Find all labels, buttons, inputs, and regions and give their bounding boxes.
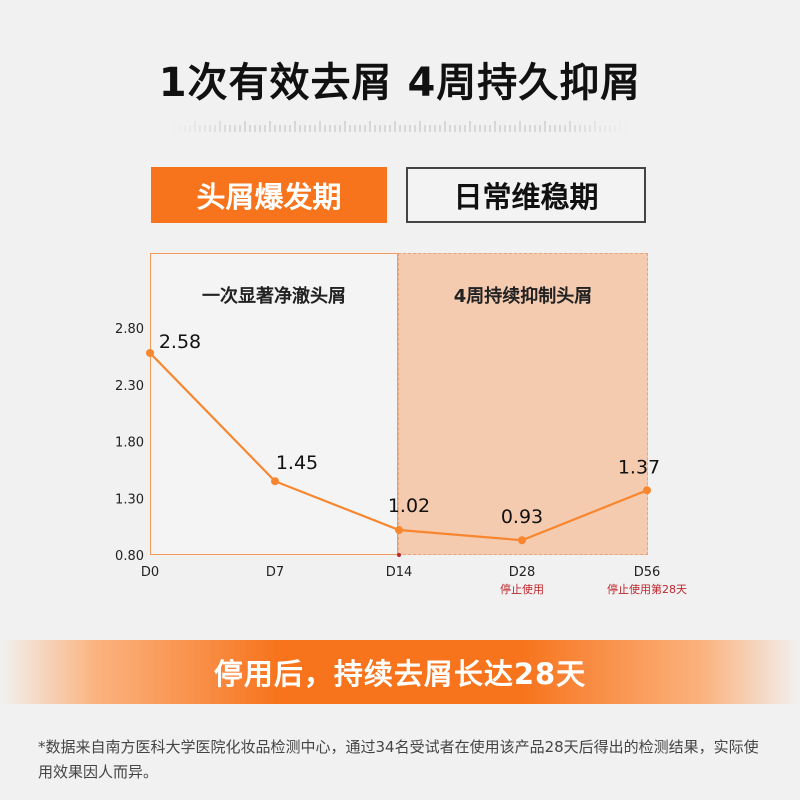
data-label: 0.93: [501, 506, 543, 528]
headline: 1次有效去屑 4周持久抑屑: [158, 60, 642, 106]
tab-outbreak-phase: 头屑爆发期: [151, 167, 387, 223]
y-tick-label: 2.80: [115, 322, 144, 337]
x-tick-label: D0: [141, 565, 159, 580]
data-point: [146, 348, 154, 357]
outbreak-phase-panel: [150, 253, 398, 555]
x-tick-note: 停止使用第28天: [607, 582, 687, 596]
result-banner: 停用后，持续去屑长达28天: [0, 640, 800, 704]
y-tick-label: 0.80: [115, 549, 144, 564]
data-label: 2.58: [159, 331, 201, 353]
x-tick-label: D14: [386, 565, 413, 580]
data-point: [643, 486, 651, 495]
maintenance-panel-title: 4周持续抑制头屑: [453, 286, 593, 307]
data-point: [518, 536, 526, 545]
y-tick-label: 1.80: [115, 436, 144, 451]
data-point: [395, 526, 403, 535]
data-label: 1.37: [618, 456, 660, 478]
decorative-ruler: [174, 121, 626, 132]
y-tick-label: 1.30: [115, 492, 144, 507]
y-tick-label: 2.30: [115, 379, 144, 394]
data-label: 1.02: [388, 495, 430, 517]
axis-marker: [397, 553, 401, 557]
data-point: [271, 477, 279, 486]
maintenance-phase-panel: [398, 253, 648, 555]
x-tick-note: 停止使用: [500, 582, 544, 596]
x-tick-label: D28: [509, 565, 536, 580]
footnote: *数据来自南方医科大学医院化妆品检测中心，通过34名受试者在使用该产品28天后得…: [38, 738, 759, 781]
x-tick-label: D56: [634, 565, 661, 580]
tab-maintenance-phase: 日常维稳期: [406, 167, 646, 223]
outbreak-panel-title: 一次显著净澈头屑: [202, 286, 346, 307]
data-label: 1.45: [276, 452, 318, 474]
x-tick-label: D7: [266, 565, 284, 580]
